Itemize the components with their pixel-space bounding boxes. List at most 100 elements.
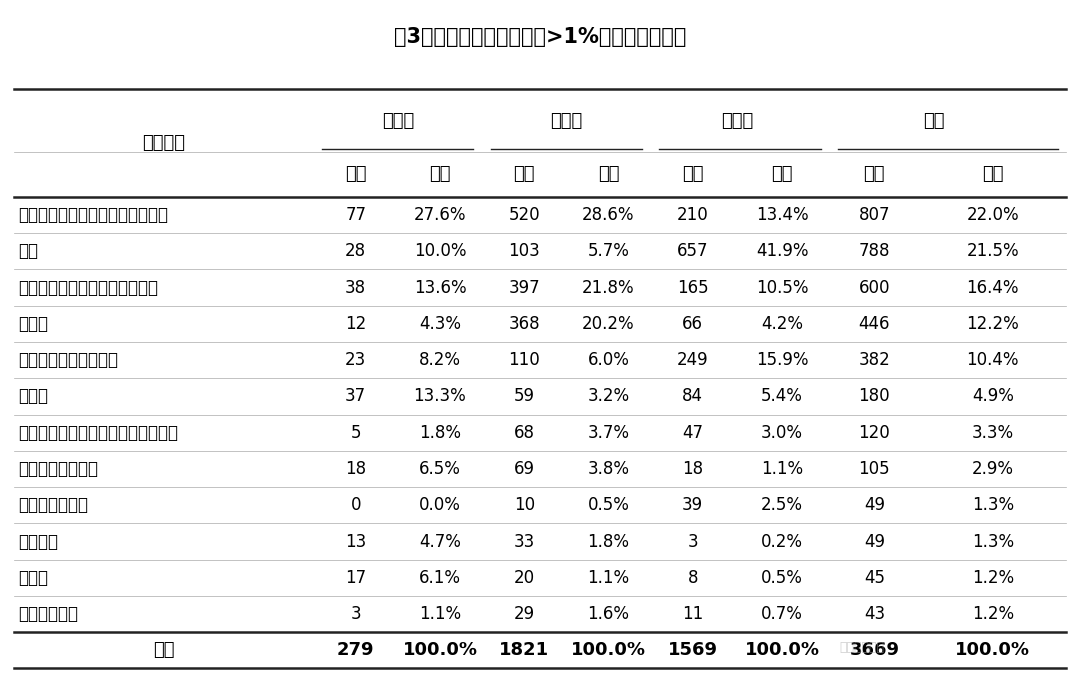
Text: 房地产业: 房地产业 xyxy=(17,533,58,551)
Text: 43: 43 xyxy=(864,605,885,623)
Text: 0.5%: 0.5% xyxy=(588,496,630,514)
Text: 3: 3 xyxy=(687,533,698,551)
Text: 信息传输、软件和信息技术服务业: 信息传输、软件和信息技术服务业 xyxy=(17,206,167,224)
Text: 28.6%: 28.6% xyxy=(582,206,635,224)
Text: 59: 59 xyxy=(514,387,535,405)
Text: 硕士生: 硕士生 xyxy=(550,112,582,129)
Text: 电力、热力、燃气及水生产和供应业: 电力、热力、燃气及水生产和供应业 xyxy=(17,424,178,442)
Text: 3.8%: 3.8% xyxy=(588,460,630,478)
Text: 20.2%: 20.2% xyxy=(582,315,635,333)
Text: 建筑业: 建筑业 xyxy=(17,569,48,586)
Text: 12.2%: 12.2% xyxy=(967,315,1020,333)
Text: 33: 33 xyxy=(514,533,535,551)
Text: 5: 5 xyxy=(351,424,361,442)
Text: 18: 18 xyxy=(346,460,366,478)
Text: 比例: 比例 xyxy=(597,166,619,183)
Text: 制造业: 制造业 xyxy=(17,387,48,405)
Text: 100.0%: 100.0% xyxy=(745,642,820,659)
Text: 人数: 人数 xyxy=(513,166,535,183)
Text: 0.5%: 0.5% xyxy=(761,569,804,586)
Text: 13.3%: 13.3% xyxy=(414,387,467,405)
Text: 4.7%: 4.7% xyxy=(419,533,461,551)
Text: 1.3%: 1.3% xyxy=(972,533,1014,551)
Text: 41.9%: 41.9% xyxy=(756,243,809,260)
Text: 3.2%: 3.2% xyxy=(588,387,630,405)
Text: 1.6%: 1.6% xyxy=(588,605,630,623)
Text: 5.7%: 5.7% xyxy=(588,243,630,260)
Text: 84: 84 xyxy=(683,387,703,405)
Text: 1.2%: 1.2% xyxy=(972,569,1014,586)
Text: 6.5%: 6.5% xyxy=(419,460,461,478)
Text: 446: 446 xyxy=(859,315,890,333)
Text: 18: 18 xyxy=(683,460,703,478)
Text: 卫生和社会工作: 卫生和社会工作 xyxy=(17,496,87,514)
Text: 3.7%: 3.7% xyxy=(588,424,630,442)
Text: 37: 37 xyxy=(346,387,366,405)
Text: 66: 66 xyxy=(683,315,703,333)
Text: 110: 110 xyxy=(509,351,540,369)
Text: 28: 28 xyxy=(346,243,366,260)
Text: 单位行业: 单位行业 xyxy=(143,134,185,152)
Text: 批发和零售业: 批发和零售业 xyxy=(17,605,78,623)
Text: 2.9%: 2.9% xyxy=(972,460,1014,478)
Text: 表3签三方就业毕业生比例>1%的单位行业分布: 表3签三方就业毕业生比例>1%的单位行业分布 xyxy=(394,27,686,47)
Text: 比例: 比例 xyxy=(429,166,450,183)
Text: 0.7%: 0.7% xyxy=(761,605,804,623)
Text: 1.1%: 1.1% xyxy=(419,605,461,623)
Text: 4.2%: 4.2% xyxy=(761,315,804,333)
Text: 人数: 人数 xyxy=(681,166,703,183)
Text: 比例: 比例 xyxy=(982,166,1003,183)
Text: 1569: 1569 xyxy=(667,642,718,659)
Text: 比例: 比例 xyxy=(771,166,793,183)
Text: 397: 397 xyxy=(509,279,540,296)
Text: 6.1%: 6.1% xyxy=(419,569,461,586)
Text: 600: 600 xyxy=(859,279,890,296)
Text: 10.0%: 10.0% xyxy=(414,243,467,260)
Text: 29: 29 xyxy=(514,605,535,623)
Text: 科学研究和技术服务业: 科学研究和技术服务业 xyxy=(17,351,118,369)
Text: 1.8%: 1.8% xyxy=(419,424,461,442)
Text: 13.4%: 13.4% xyxy=(756,206,809,224)
Text: 165: 165 xyxy=(677,279,708,296)
Text: 5.4%: 5.4% xyxy=(761,387,804,405)
Text: 100.0%: 100.0% xyxy=(956,642,1030,659)
Text: 368: 368 xyxy=(509,315,540,333)
Text: 77: 77 xyxy=(346,206,366,224)
Text: 10: 10 xyxy=(514,496,535,514)
Text: 教育: 教育 xyxy=(17,243,38,260)
Text: 23: 23 xyxy=(346,351,366,369)
Text: 人数: 人数 xyxy=(345,166,366,183)
Text: 103: 103 xyxy=(509,243,540,260)
Text: 20: 20 xyxy=(514,569,535,586)
Text: 租赁和商务服务业: 租赁和商务服务业 xyxy=(17,460,98,478)
Text: 120: 120 xyxy=(859,424,890,442)
Text: 公共管理、社会保障和社会组织: 公共管理、社会保障和社会组织 xyxy=(17,279,158,296)
Text: 49: 49 xyxy=(864,533,885,551)
Text: 12: 12 xyxy=(346,315,366,333)
Text: 1.3%: 1.3% xyxy=(972,496,1014,514)
Text: 788: 788 xyxy=(859,243,890,260)
Text: 21.5%: 21.5% xyxy=(967,243,1020,260)
Text: 1.8%: 1.8% xyxy=(588,533,630,551)
Text: 69: 69 xyxy=(514,460,535,478)
Text: 180: 180 xyxy=(859,387,890,405)
Text: 22.0%: 22.0% xyxy=(967,206,1020,224)
Text: 4.9%: 4.9% xyxy=(972,387,1014,405)
Text: 人数: 人数 xyxy=(864,166,886,183)
Text: 3: 3 xyxy=(350,605,361,623)
Text: 0.0%: 0.0% xyxy=(419,496,461,514)
Text: 3.0%: 3.0% xyxy=(761,424,804,442)
Text: 1821: 1821 xyxy=(499,642,550,659)
Text: 49: 49 xyxy=(864,496,885,514)
Text: 27.6%: 27.6% xyxy=(414,206,467,224)
Text: 657: 657 xyxy=(677,243,708,260)
Text: 13.6%: 13.6% xyxy=(414,279,467,296)
Text: 1.1%: 1.1% xyxy=(761,460,804,478)
Text: 2.5%: 2.5% xyxy=(761,496,804,514)
Text: 100.0%: 100.0% xyxy=(403,642,477,659)
Text: 总计: 总计 xyxy=(922,112,944,129)
Text: 807: 807 xyxy=(859,206,890,224)
Text: 279: 279 xyxy=(337,642,375,659)
Text: 北京高考资讯: 北京高考资讯 xyxy=(840,641,885,654)
Text: 总计: 总计 xyxy=(152,642,174,659)
